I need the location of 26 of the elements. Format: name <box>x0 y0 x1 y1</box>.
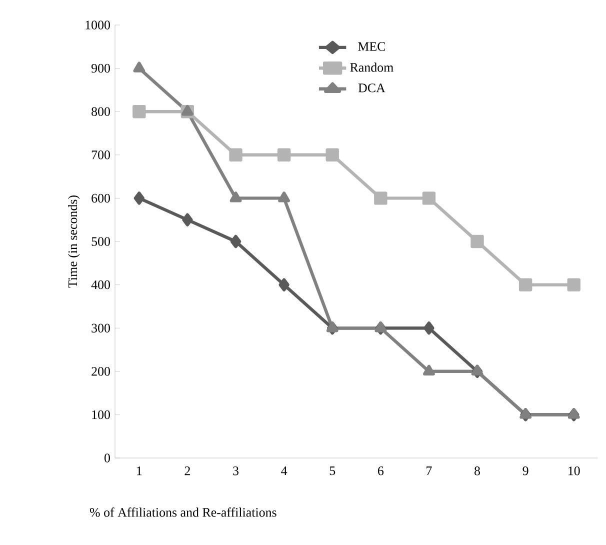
x-tick-label: 6 <box>378 466 384 476</box>
x-tick-label: 2 <box>184 466 190 476</box>
y-tick-label: 300 <box>92 324 110 332</box>
legend-label: MEC <box>358 42 386 51</box>
y-tick-label: 1000 <box>86 20 110 30</box>
legend-label: DCA <box>358 84 386 92</box>
y-axis-title: Time (in seconds) <box>68 196 80 288</box>
y-tick-label: 800 <box>92 107 110 116</box>
y-tick-label: 0 <box>104 454 110 462</box>
x-tick-label: 4 <box>281 466 288 476</box>
y-tick-label: 200 <box>92 367 110 376</box>
y-tick-label: 400 <box>91 280 110 290</box>
x-tick-label: 5 <box>330 466 336 476</box>
y-tick-label: 100 <box>92 410 110 420</box>
x-tick-label: 7 <box>426 466 432 475</box>
x-tick-label: 8 <box>474 466 480 476</box>
y-tick-label: 600 <box>92 194 110 203</box>
y-tick-label: 900 <box>91 64 110 73</box>
x-tick-label: 3 <box>233 466 238 476</box>
x-tick-label: 9 <box>522 466 528 476</box>
x-tick-label: 10 <box>568 466 580 476</box>
legend-label: Random <box>350 62 394 72</box>
x-axis-title: % of Affiliations and Re-affiliations <box>90 508 276 517</box>
x-tick-label: 1 <box>137 466 142 476</box>
y-tick-label: 500 <box>92 237 110 246</box>
y-tick-label: 700 <box>92 150 110 160</box>
